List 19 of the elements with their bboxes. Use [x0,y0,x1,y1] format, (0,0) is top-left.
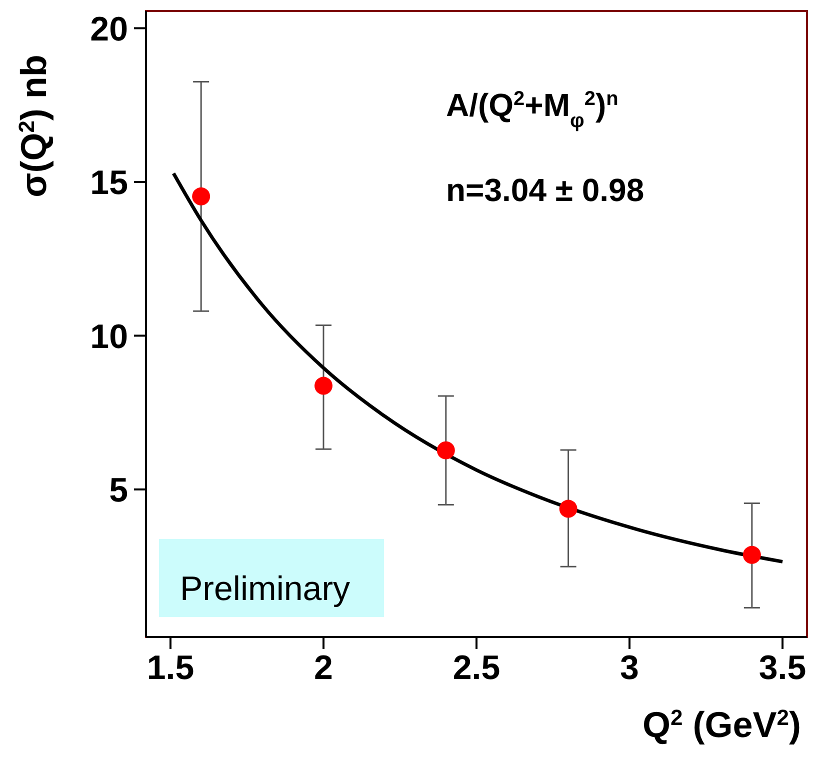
point [559,500,578,518]
annotation: n=3.04 ± 0.98 [446,172,644,208]
y-tick-label: 20 [90,10,128,48]
annotation: A/(Q$^{2}$+M$_{φ}$$^{2}$)$^{n}$ [446,87,618,132]
line-series [172,172,784,564]
x-tick-label: 3.5 [758,649,806,688]
point [314,376,332,395]
x-axis-title: Q$^{2}$ (GeV$^{2}$) [642,704,801,745]
point [192,187,210,206]
point [742,546,761,564]
y-tick-label: 15 [90,164,128,202]
x-tick-label: 2 [314,649,333,688]
x-tick-label: 1.5 [146,649,194,688]
y-tick-label: 5 [109,471,128,510]
point [436,441,455,460]
y-tick-label: 10 [90,318,128,356]
x-tick-label: 2.5 [452,649,500,688]
annotation: Preliminary [180,570,350,608]
x-tick-label: 3 [620,649,639,688]
